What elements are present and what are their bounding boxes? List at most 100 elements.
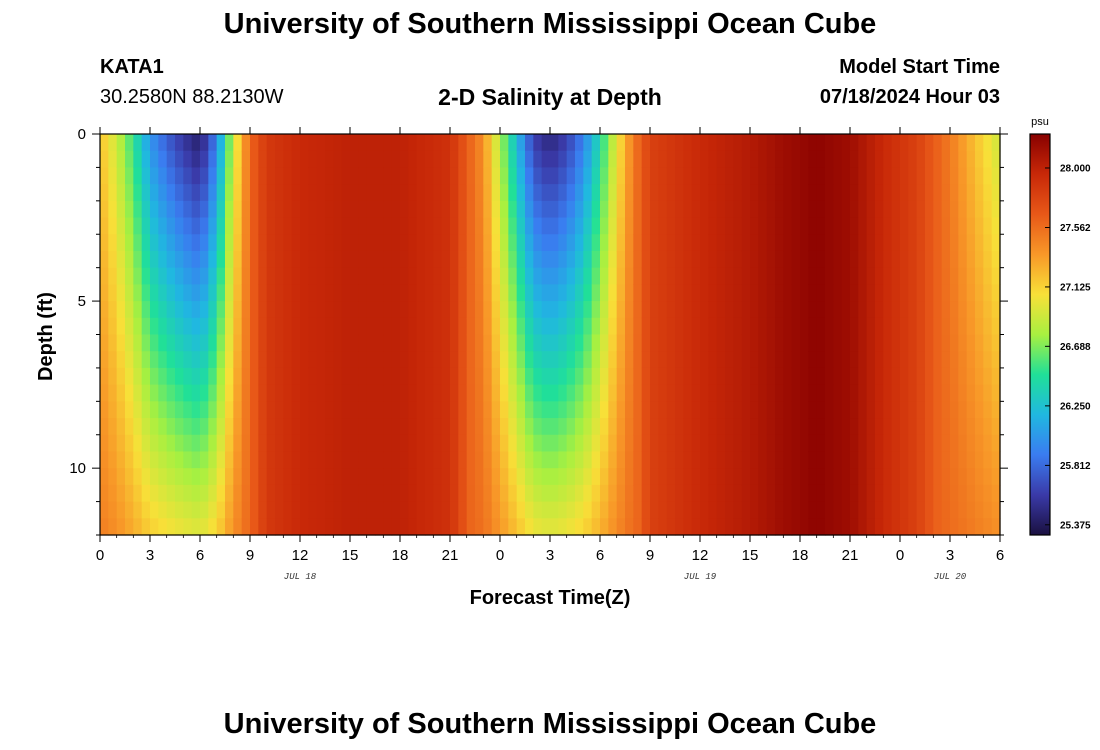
heatmap-cell <box>450 384 459 402</box>
heatmap-cell <box>116 434 126 453</box>
heatmap-cell <box>525 267 534 285</box>
heatmap-cell <box>858 134 868 152</box>
heatmap-cell <box>275 267 284 285</box>
heatmap-cell <box>625 234 634 252</box>
heatmap-cell <box>658 418 668 436</box>
heatmap-cell <box>775 518 784 536</box>
heatmap-cell <box>891 518 901 536</box>
heatmap-cell <box>433 150 443 169</box>
heatmap-cell <box>583 351 593 369</box>
heatmap-cell <box>925 267 934 285</box>
heatmap-cell <box>141 200 151 219</box>
heatmap-cell <box>516 367 526 386</box>
heatmap-cell <box>891 317 901 336</box>
heatmap-cell <box>891 134 901 152</box>
heatmap-cell <box>150 150 159 169</box>
heatmap-cell <box>391 301 401 319</box>
heatmap-cell <box>716 267 726 285</box>
heatmap-cell <box>441 334 451 352</box>
heatmap-cell <box>366 184 376 202</box>
heatmap-cell <box>308 451 318 469</box>
x-date-label: JUL 18 <box>284 572 317 582</box>
heatmap-cell <box>666 451 676 469</box>
heatmap-cell <box>216 234 226 252</box>
heatmap-cell <box>825 351 834 369</box>
heatmap-cell <box>475 167 484 185</box>
heatmap-cell <box>850 200 859 219</box>
heatmap-cell <box>158 434 168 453</box>
heatmap-cell <box>483 284 493 302</box>
heatmap-cell <box>891 501 901 519</box>
heatmap-cell <box>741 501 751 519</box>
heatmap-cell <box>816 501 826 519</box>
heatmap-cell <box>850 234 859 252</box>
heatmap-cell <box>275 401 284 419</box>
heatmap-cell <box>475 468 484 486</box>
heatmap-cell <box>241 501 251 519</box>
heatmap-cell <box>583 367 593 386</box>
heatmap-cell <box>300 250 309 269</box>
heatmap-cell <box>633 468 643 486</box>
heatmap-cell <box>441 200 451 219</box>
heatmap-cell <box>525 217 534 235</box>
heatmap-cell <box>733 150 743 169</box>
heatmap-cell <box>616 418 626 436</box>
heatmap-cell <box>308 484 318 503</box>
heatmap-cell <box>558 468 568 486</box>
heatmap-cell <box>625 184 634 202</box>
heatmap-cell <box>533 184 543 202</box>
heatmap-cell <box>175 200 184 219</box>
heatmap-cell <box>566 317 576 336</box>
heatmap-cell <box>116 134 126 152</box>
heatmap-cell <box>800 134 809 152</box>
heatmap-cell <box>425 367 434 386</box>
heatmap-cell <box>775 217 784 235</box>
heatmap-cell <box>750 384 759 402</box>
heatmap-cell <box>250 267 259 285</box>
heatmap-cell <box>966 284 976 302</box>
heatmap-cell <box>533 334 543 352</box>
heatmap-cell <box>208 334 218 352</box>
heatmap-cell <box>408 317 418 336</box>
heatmap-cell <box>466 434 476 453</box>
heatmap-cell <box>775 184 784 202</box>
heatmap-cell <box>325 250 334 269</box>
heatmap-cell <box>391 468 401 486</box>
heatmap-cell <box>558 418 568 436</box>
colorbar-tick-label: 28.000 <box>1060 163 1091 174</box>
heatmap-cell <box>116 401 126 419</box>
heatmap-cell <box>958 418 968 436</box>
heatmap-cell <box>475 418 484 436</box>
heatmap-cell <box>183 334 193 352</box>
heatmap-cell <box>225 401 234 419</box>
heatmap-cell <box>966 484 976 503</box>
heatmap-cell <box>525 167 534 185</box>
heatmap-cell <box>758 134 768 152</box>
heatmap-cell <box>625 518 634 536</box>
heatmap-cell <box>191 351 201 369</box>
heatmap-cell <box>325 167 334 185</box>
heatmap-cell <box>833 451 843 469</box>
heatmap-cell <box>383 351 393 369</box>
heatmap-cell <box>633 150 643 169</box>
heatmap-cell <box>466 200 476 219</box>
heatmap-cell <box>283 334 293 352</box>
heatmap-cell <box>175 401 184 419</box>
x-tick-label: 3 <box>146 547 154 564</box>
heatmap-cell <box>541 484 551 503</box>
heatmap-cell <box>133 518 143 536</box>
heatmap-cell <box>725 234 734 252</box>
heatmap-cell <box>741 150 751 169</box>
heatmap-cell <box>983 317 993 336</box>
heatmap-cell <box>708 150 718 169</box>
heatmap-cell <box>375 351 384 369</box>
heatmap-cell <box>250 301 259 319</box>
heatmap-cell <box>100 484 109 503</box>
heatmap-cell <box>775 134 784 152</box>
heatmap-cell <box>133 301 143 319</box>
heatmap-cell <box>750 234 759 252</box>
heatmap-cell <box>875 451 884 469</box>
heatmap-cell <box>941 468 951 486</box>
heatmap-cell <box>541 518 551 536</box>
heatmap-cell <box>466 217 476 235</box>
